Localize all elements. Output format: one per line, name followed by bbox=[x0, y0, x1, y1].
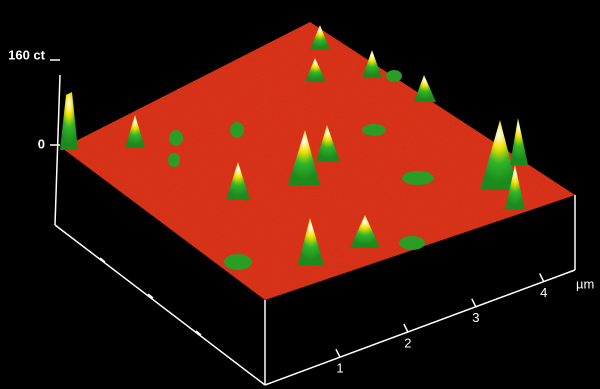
x-tick-label: 4 bbox=[540, 285, 547, 300]
surface bbox=[60, 22, 575, 300]
x-tick bbox=[403, 323, 409, 333]
x-tick-label: 2 bbox=[404, 335, 411, 350]
z-tick-label: 160 ct bbox=[8, 47, 46, 62]
x-tick-label: 3 bbox=[472, 310, 479, 325]
x-tick-label: 1 bbox=[336, 361, 343, 376]
x-axis-label: µm bbox=[576, 276, 594, 291]
x-tick bbox=[471, 298, 477, 308]
x-tick bbox=[539, 273, 545, 282]
box bbox=[54, 74, 576, 386]
z-tick-label: 0 bbox=[38, 136, 45, 151]
x-tick bbox=[335, 348, 341, 358]
